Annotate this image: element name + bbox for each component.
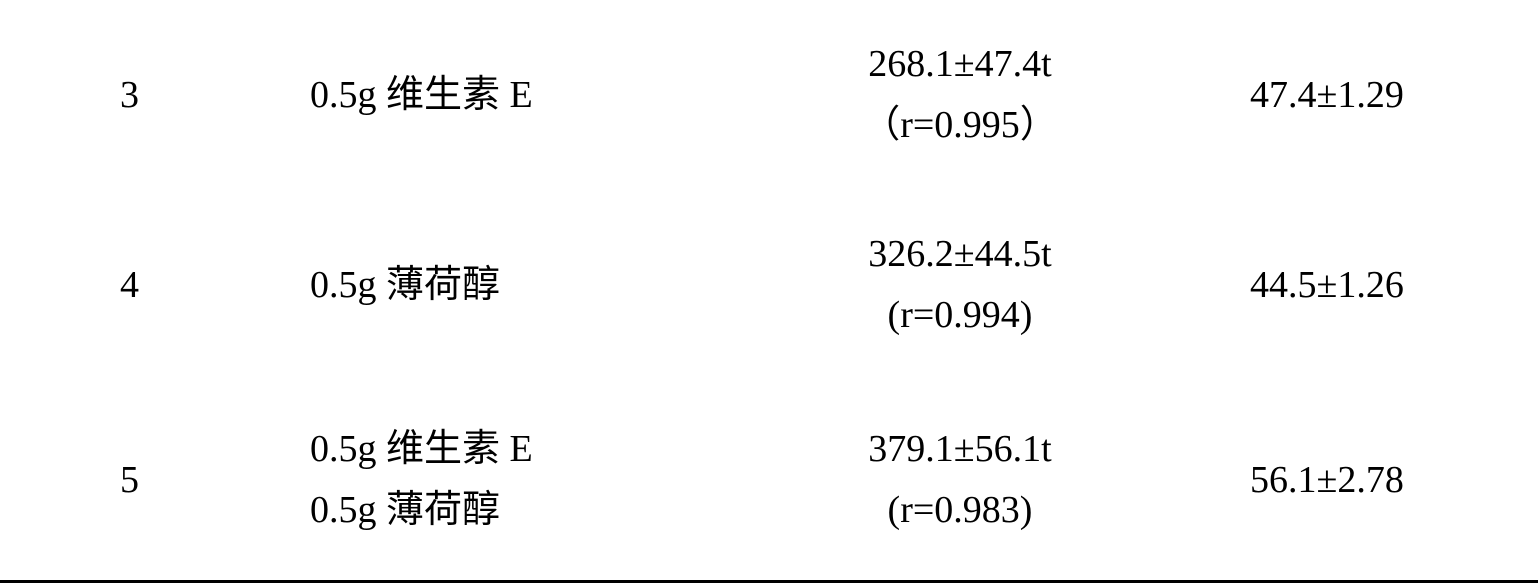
- cell-index: 4: [0, 255, 310, 316]
- table-row: 4 0.5g 薄荷醇 326.2±44.5t (r=0.994) 44.5±1.…: [0, 190, 1538, 380]
- ingredient-line: 0.5g 薄荷醇: [310, 255, 500, 316]
- equation-bottom: (r=0.983): [888, 480, 1033, 541]
- value-text: 56.1±2.78: [1250, 450, 1404, 511]
- ingredient-line: 0.5g 维生素 E: [310, 65, 533, 126]
- cell-ingredients: 0.5g 薄荷醇: [310, 255, 750, 316]
- equation-top: 268.1±47.4t: [868, 34, 1051, 95]
- table-row: 5 0.5g 维生素 E 0.5g 薄荷醇 379.1±56.1t (r=0.9…: [0, 380, 1538, 583]
- cell-value: 47.4±1.29: [1170, 65, 1538, 126]
- row-index: 4: [120, 255, 139, 316]
- data-table: 3 0.5g 维生素 E 268.1±47.4t （r=0.995） 47.4±…: [0, 0, 1538, 587]
- row-index: 5: [120, 450, 139, 511]
- table-row: 3 0.5g 维生素 E 268.1±47.4t （r=0.995） 47.4±…: [0, 0, 1538, 190]
- cell-index: 5: [0, 450, 310, 511]
- equation-top: 326.2±44.5t: [868, 224, 1051, 285]
- equation-bottom: (r=0.994): [888, 285, 1033, 346]
- cell-index: 3: [0, 65, 310, 126]
- ingredient-line: 0.5g 维生素 E: [310, 419, 533, 480]
- cell-value: 56.1±2.78: [1170, 450, 1538, 511]
- cell-equation: 326.2±44.5t (r=0.994): [750, 224, 1170, 346]
- cell-equation: 268.1±47.4t （r=0.995）: [750, 34, 1170, 156]
- equation-top: 379.1±56.1t: [868, 419, 1051, 480]
- ingredient-line: 0.5g 薄荷醇: [310, 480, 500, 541]
- row-index: 3: [120, 65, 139, 126]
- value-text: 47.4±1.29: [1250, 65, 1404, 126]
- cell-ingredients: 0.5g 维生素 E: [310, 65, 750, 126]
- cell-ingredients: 0.5g 维生素 E 0.5g 薄荷醇: [310, 419, 750, 541]
- equation-bottom: （r=0.995）: [862, 95, 1058, 156]
- cell-value: 44.5±1.26: [1170, 255, 1538, 316]
- value-text: 44.5±1.26: [1250, 255, 1404, 316]
- cell-equation: 379.1±56.1t (r=0.983): [750, 419, 1170, 541]
